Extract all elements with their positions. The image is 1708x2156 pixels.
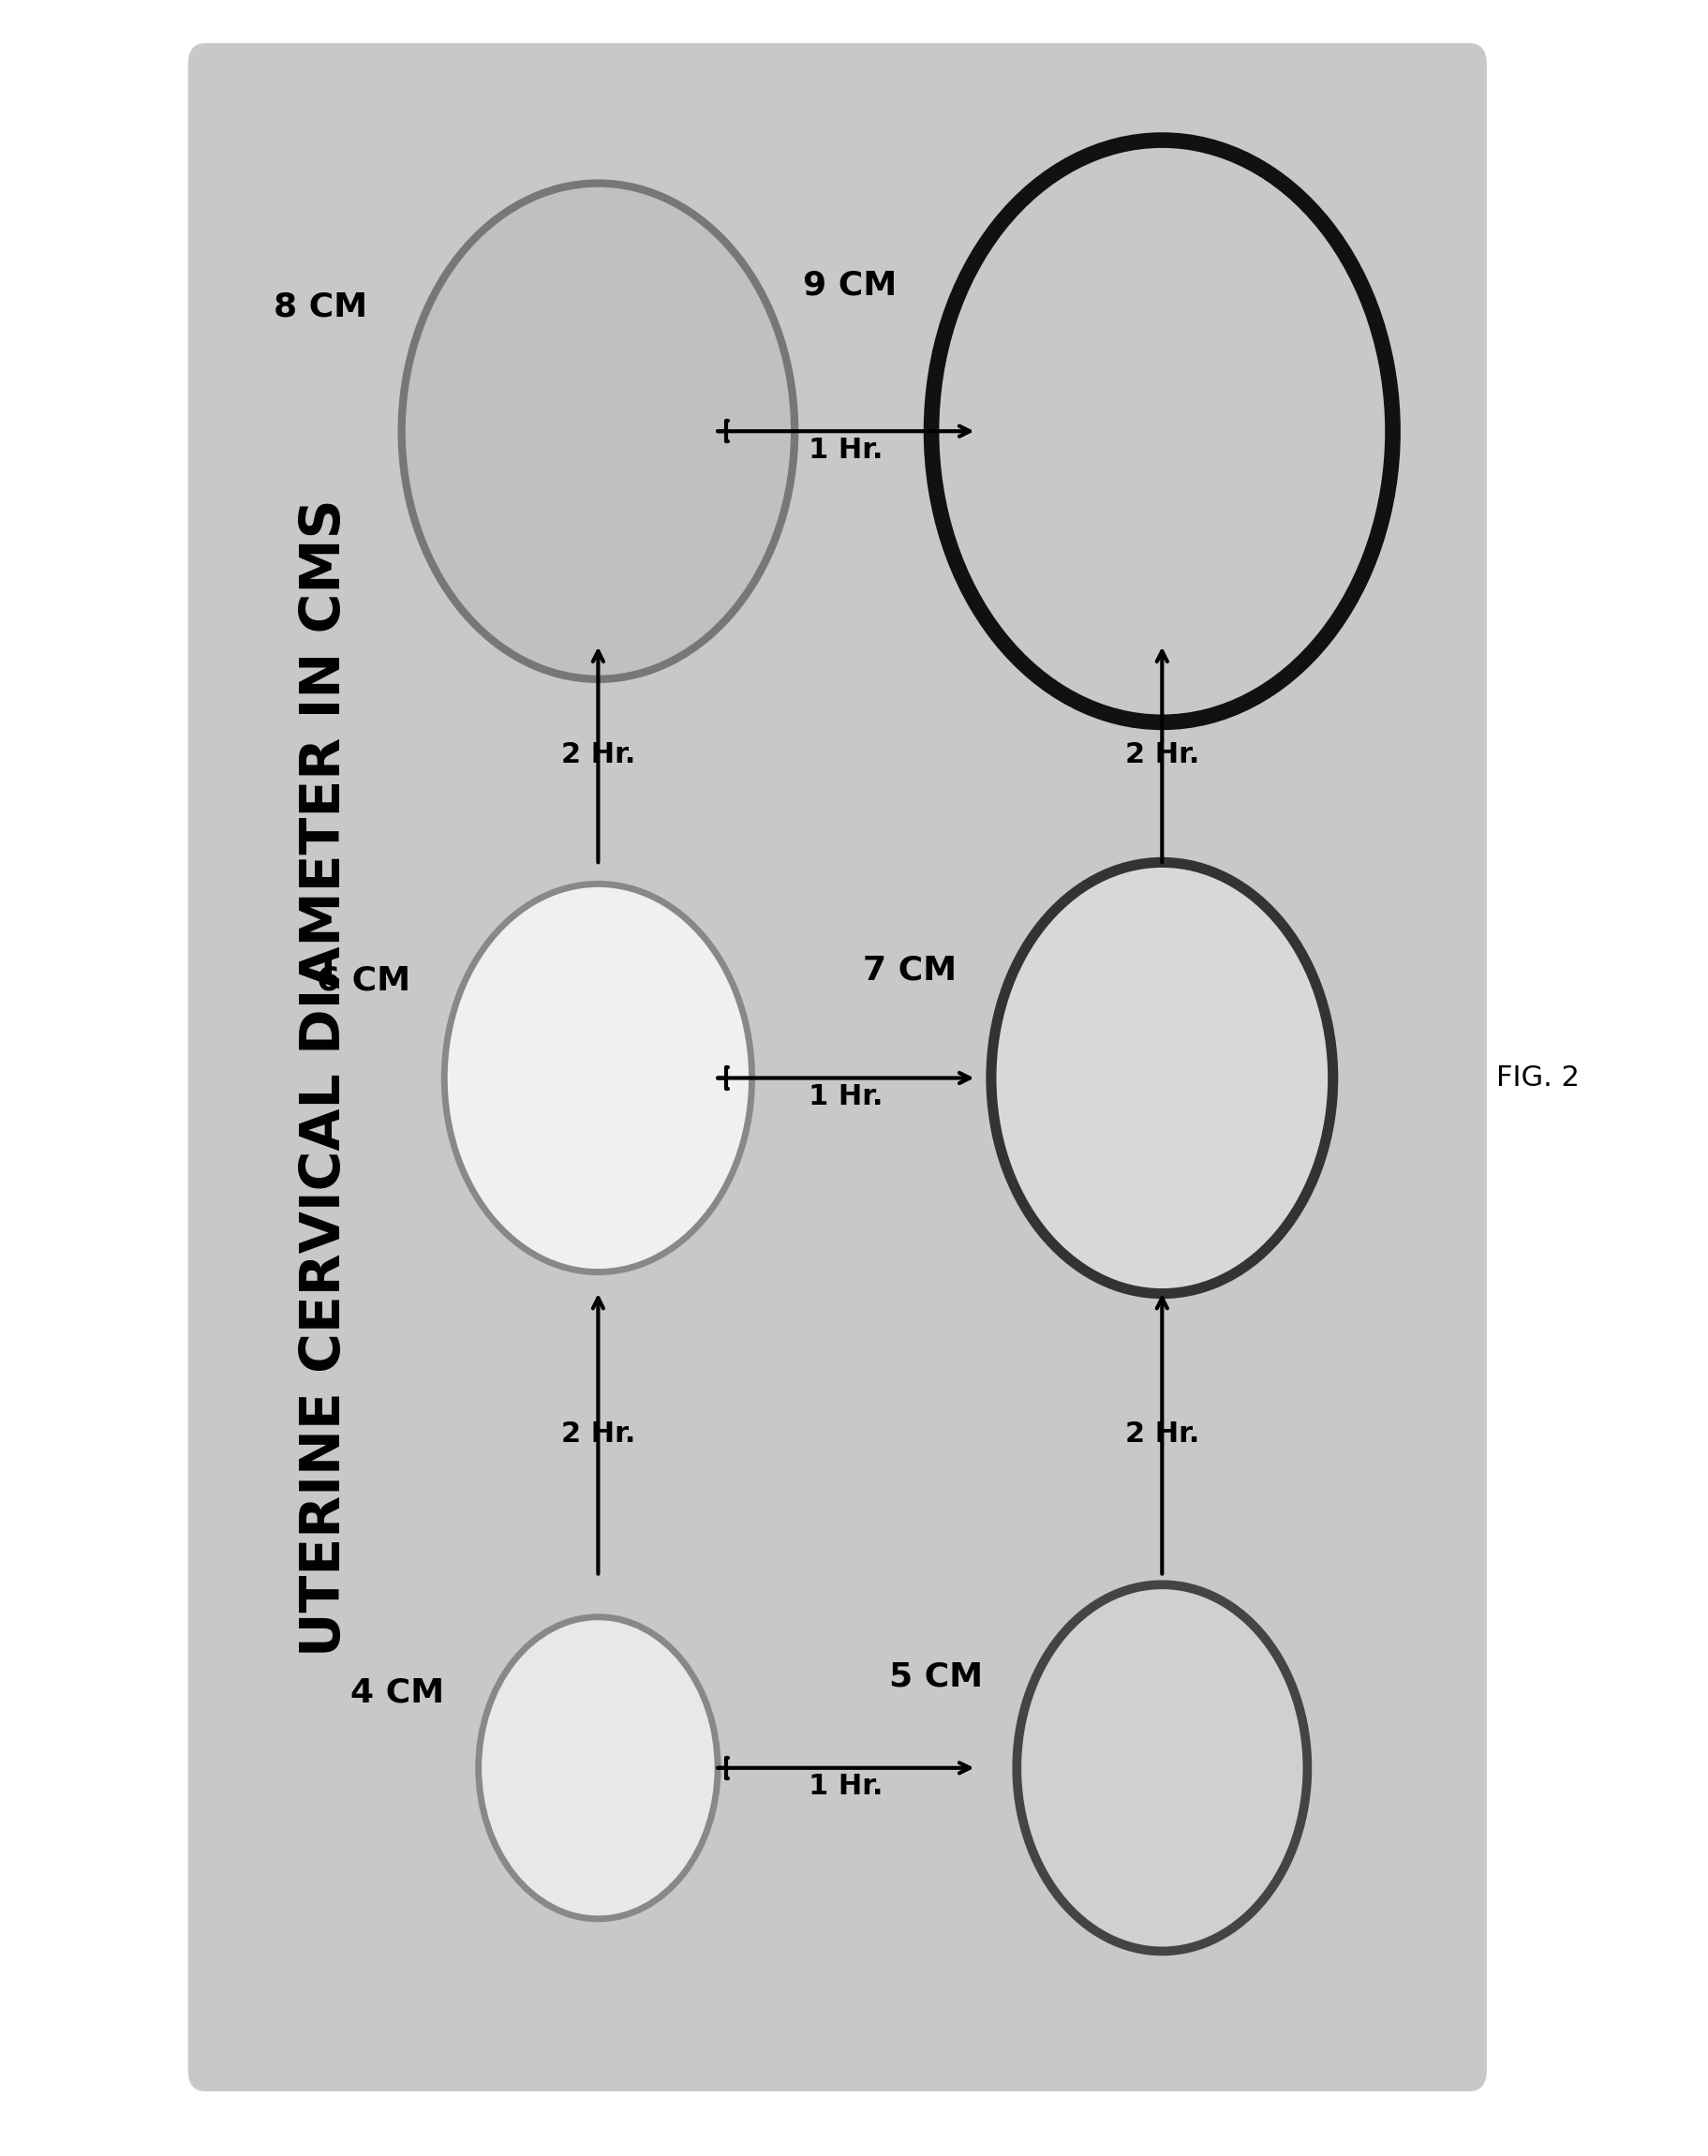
Text: 1 Hr.: 1 Hr. bbox=[808, 436, 883, 464]
Text: 2 Hr.: 2 Hr. bbox=[1124, 742, 1199, 768]
Text: 6 CM: 6 CM bbox=[316, 966, 410, 996]
Text: 1 Hr.: 1 Hr. bbox=[808, 1082, 883, 1110]
Text: FIG. 2: FIG. 2 bbox=[1496, 1065, 1578, 1091]
Text: 4 CM: 4 CM bbox=[350, 1677, 444, 1708]
Text: 2 Hr.: 2 Hr. bbox=[1124, 1421, 1199, 1447]
FancyBboxPatch shape bbox=[188, 43, 1486, 2091]
Text: UTERINE CERVICAL DIAMETER IN CMS: UTERINE CERVICAL DIAMETER IN CMS bbox=[297, 500, 352, 1656]
Circle shape bbox=[991, 862, 1332, 1294]
Text: 7 CM: 7 CM bbox=[863, 955, 956, 985]
Text: 9 CM: 9 CM bbox=[803, 270, 897, 302]
Circle shape bbox=[444, 884, 752, 1272]
Text: 2 Hr.: 2 Hr. bbox=[560, 742, 635, 768]
Text: 5 CM: 5 CM bbox=[888, 1660, 982, 1692]
Circle shape bbox=[478, 1617, 717, 1919]
Text: 2 Hr.: 2 Hr. bbox=[560, 1421, 635, 1447]
Circle shape bbox=[401, 183, 794, 679]
Text: 1 Hr.: 1 Hr. bbox=[808, 1772, 883, 1800]
Circle shape bbox=[1016, 1585, 1307, 1951]
Circle shape bbox=[931, 140, 1392, 722]
Text: 8 CM: 8 CM bbox=[273, 291, 367, 323]
